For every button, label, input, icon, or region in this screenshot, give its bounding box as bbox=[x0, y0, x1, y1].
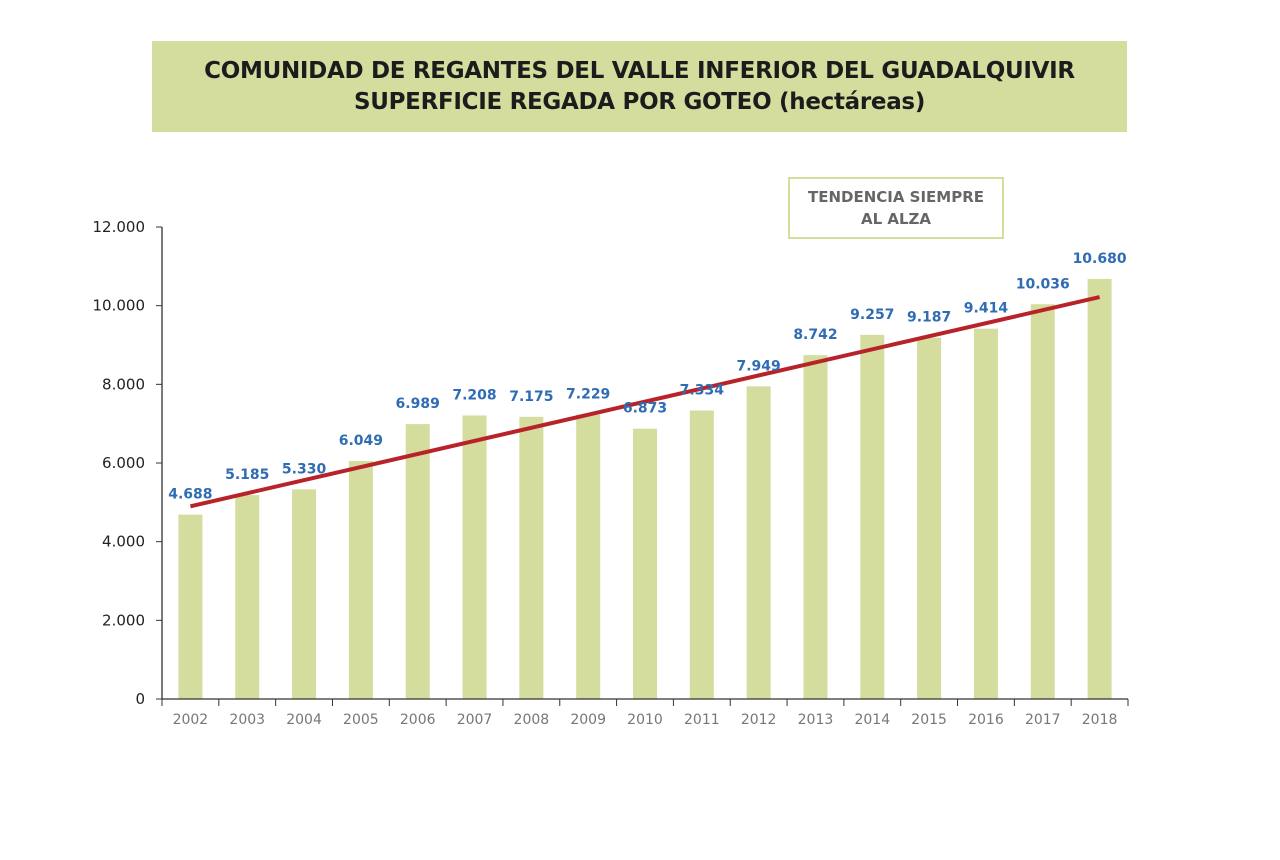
bar-2015 bbox=[917, 337, 942, 699]
data-label-2007: 7.208 bbox=[452, 387, 496, 403]
bar-2005 bbox=[348, 461, 373, 699]
chart-title: COMUNIDAD DE REGANTES DEL VALLE INFERIOR… bbox=[204, 57, 1075, 84]
annotation-line-2: AL ALZA bbox=[860, 210, 932, 228]
x-tick-label: 2014 bbox=[854, 712, 890, 728]
bar-2010 bbox=[633, 428, 657, 699]
y-tick-label: 10.000 bbox=[93, 297, 146, 315]
data-label-2009: 7.229 bbox=[566, 387, 610, 403]
bar-2011 bbox=[689, 410, 714, 699]
x-tick-label: 2004 bbox=[286, 712, 322, 728]
bar-2003 bbox=[235, 495, 260, 699]
data-label-2011: 7.334 bbox=[680, 383, 725, 399]
y-tick-label: 12.000 bbox=[93, 218, 146, 236]
data-label-2002: 4.688 bbox=[168, 487, 212, 503]
bar-2014 bbox=[860, 334, 885, 699]
bar-2018 bbox=[1087, 278, 1112, 699]
x-tick-label: 2008 bbox=[514, 712, 550, 728]
x-tick-label: 2005 bbox=[343, 712, 379, 728]
data-label-2015: 9.187 bbox=[907, 310, 951, 326]
y-tick-label: 2.000 bbox=[102, 611, 145, 629]
x-tick-label: 2013 bbox=[798, 712, 834, 728]
y-tick-label: 6.000 bbox=[102, 454, 145, 472]
bar-2017 bbox=[1030, 304, 1055, 699]
y-tick-label: 4.000 bbox=[102, 533, 145, 551]
x-tick-label: 2010 bbox=[627, 712, 663, 728]
trend-line bbox=[189, 295, 1101, 509]
bar-2007 bbox=[462, 415, 487, 699]
bar-2008 bbox=[519, 416, 544, 699]
data-label-2012: 7.949 bbox=[736, 358, 780, 374]
x-tick-label: 2003 bbox=[229, 712, 265, 728]
trend-annotation-box: TENDENCIA SIEMPRE AL ALZA bbox=[788, 177, 1004, 239]
data-label-2005: 6.049 bbox=[339, 433, 383, 449]
data-label-2016: 9.414 bbox=[964, 301, 1009, 317]
bar-2004 bbox=[292, 489, 317, 699]
bar-2012 bbox=[746, 386, 771, 699]
data-label-2008: 7.175 bbox=[509, 389, 553, 405]
bar-2009 bbox=[576, 414, 601, 699]
data-label-2018: 10.680 bbox=[1073, 251, 1127, 267]
x-tick-label: 2009 bbox=[570, 712, 606, 728]
bar-2016 bbox=[973, 328, 998, 699]
bar-2006 bbox=[405, 424, 430, 699]
chart-subtitle: SUPERFICIE REGADA POR GOTEO (hectáreas) bbox=[353, 88, 926, 115]
x-tick-label: 2016 bbox=[968, 712, 1004, 728]
x-tick-label: 2015 bbox=[911, 712, 947, 728]
chart-title-banner: COMUNIDAD DE REGANTES DEL VALLE INFERIOR… bbox=[152, 41, 1127, 132]
x-tick-label: 2018 bbox=[1082, 712, 1118, 728]
bar-2002 bbox=[178, 514, 203, 699]
x-tick-label: 2007 bbox=[457, 712, 493, 728]
data-label-2014: 9.257 bbox=[850, 307, 894, 323]
y-tick-label: 0 bbox=[135, 690, 145, 708]
data-label-2013: 8.742 bbox=[793, 327, 837, 343]
x-tick-label: 2006 bbox=[400, 712, 436, 728]
data-label-2010: 6.873 bbox=[623, 401, 667, 417]
x-tick-label: 2012 bbox=[741, 712, 777, 728]
bar-2013 bbox=[803, 355, 828, 699]
x-tick-label: 2002 bbox=[173, 712, 209, 728]
y-tick-label: 8.000 bbox=[102, 375, 145, 393]
x-tick-label: 2017 bbox=[1025, 712, 1061, 728]
annotation-line-1: TENDENCIA SIEMPRE bbox=[807, 188, 985, 206]
data-label-2004: 5.330 bbox=[282, 461, 327, 477]
data-label-2006: 6.989 bbox=[396, 396, 440, 412]
x-tick-label: 2011 bbox=[684, 712, 720, 728]
data-label-2003: 5.185 bbox=[225, 467, 269, 483]
data-label-2017: 10.036 bbox=[1016, 276, 1070, 292]
